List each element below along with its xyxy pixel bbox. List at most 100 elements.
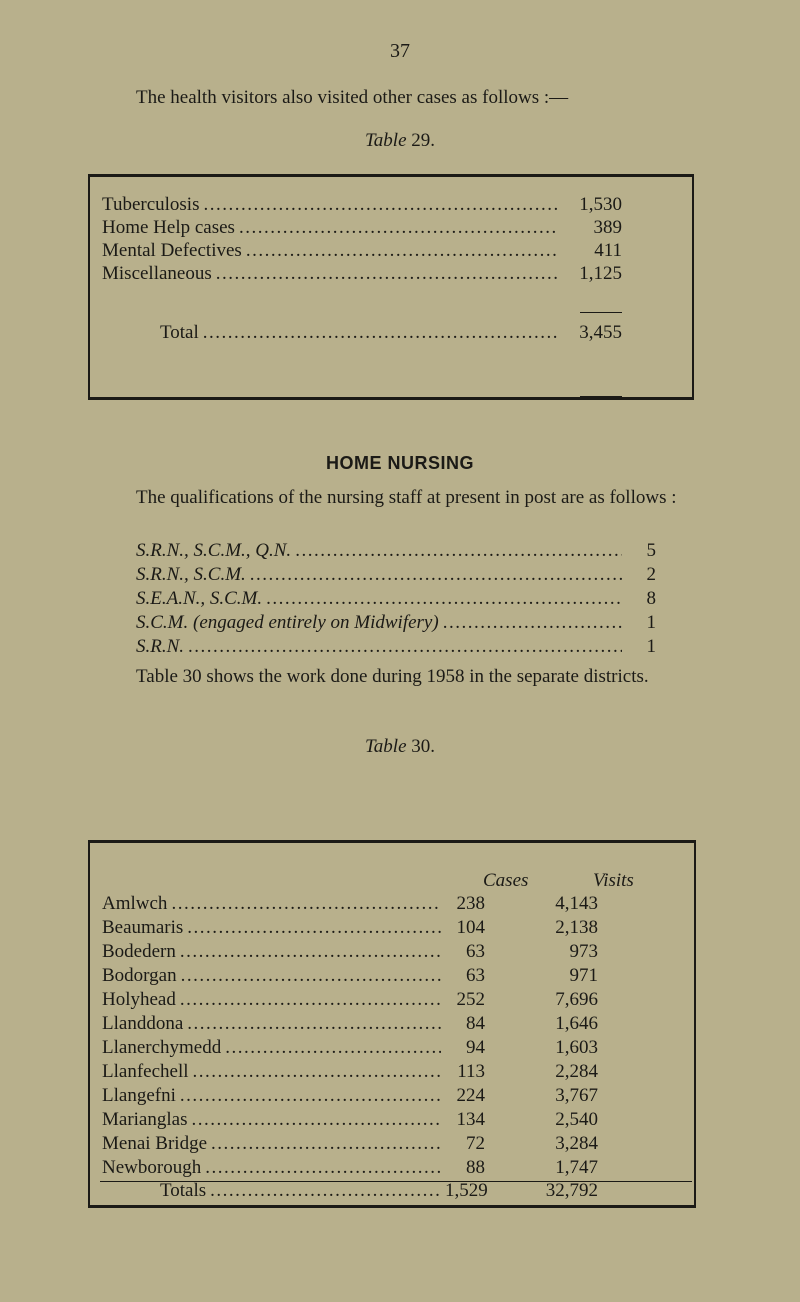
page-number: 37 — [390, 40, 410, 62]
table-row: Bodedern 63 973 — [102, 941, 598, 963]
table-row: Llanfechell 113 2,284 — [102, 1061, 598, 1083]
total-value: 3,455 — [579, 322, 622, 343]
qualification-row: S.R.N., S.C.M., Q.N. 5 — [136, 540, 656, 562]
row-value: 389 — [593, 217, 623, 238]
qualifications-paragraph: The qualifications of the nursing staff … — [136, 487, 677, 508]
leader-dots — [216, 263, 558, 285]
table-row: Marianglas 134 2,540 — [102, 1109, 598, 1131]
cases-value: 134 — [456, 1109, 486, 1130]
cases-value: 113 — [457, 1061, 485, 1082]
row-label: Tuberculosis — [102, 194, 200, 215]
row-label: Beaumaris — [102, 917, 184, 938]
cases-value: 63 — [466, 941, 485, 962]
leader-dots — [188, 636, 622, 658]
table-row: Bodorgan 63 971 — [102, 965, 598, 987]
leader-dots — [187, 917, 441, 939]
qualification-count: 8 — [646, 588, 657, 609]
visits-value: 1,603 — [555, 1037, 598, 1058]
cases-value: 94 — [466, 1037, 485, 1058]
cases-value: 72 — [466, 1133, 485, 1154]
leader-dots — [180, 989, 441, 1011]
row-label: Llanfechell — [102, 1061, 189, 1082]
table-row: Llanddona 84 1,646 — [102, 1013, 598, 1035]
caption-word: Table — [364, 130, 407, 151]
leader-dots — [225, 1037, 441, 1059]
table-row: Tuberculosis 1,530 — [102, 194, 622, 216]
section-heading: HOME NURSING — [325, 453, 474, 473]
caption-number: 29. — [411, 130, 436, 151]
visits-value: 7,696 — [555, 989, 598, 1010]
visits-value: 2,540 — [555, 1109, 598, 1130]
totals-row: Totals 1,529 32,792 — [160, 1180, 598, 1202]
rule — [580, 396, 622, 397]
col-header-visits: Visits — [593, 870, 634, 891]
qualification-count: 1 — [646, 612, 657, 633]
table-row: Home Help cases 389 — [102, 217, 622, 239]
table-row: Holyhead 252 7,696 — [102, 989, 598, 1011]
row-label: Total — [160, 322, 199, 343]
cases-value: 238 — [456, 893, 486, 914]
leader-dots — [239, 217, 558, 239]
table30-intro: Table 30 shows the work done during 1958… — [136, 666, 649, 687]
table-row: Menai Bridge 72 3,284 — [102, 1133, 598, 1155]
totals-cases: 1,529 — [445, 1180, 488, 1201]
leader-dots — [193, 1061, 441, 1083]
leader-dots — [266, 588, 622, 610]
table-row: Mental Defectives 411 — [102, 240, 622, 262]
row-label: Llanddona — [102, 1013, 184, 1034]
cases-value: 224 — [456, 1085, 486, 1106]
row-label: Totals — [160, 1180, 207, 1201]
totals-visits: 32,792 — [545, 1180, 598, 1201]
row-label: S.E.A.N., S.C.M. — [136, 588, 263, 609]
leader-dots — [180, 941, 441, 963]
row-label: Newborough — [102, 1157, 202, 1178]
row-value: 1,125 — [579, 263, 622, 284]
row-value: 411 — [594, 240, 622, 261]
row-label: Menai Bridge — [102, 1133, 208, 1154]
cases-value: 63 — [466, 965, 485, 986]
leader-dots — [250, 564, 622, 586]
row-label: Marianglas — [102, 1109, 188, 1130]
row-value: 1,530 — [579, 194, 622, 215]
row-label: S.R.N., S.C.M. — [136, 564, 246, 585]
row-label: Home Help cases — [102, 217, 235, 238]
intro-text: The health visitors also visited other c… — [136, 87, 569, 108]
visits-value: 3,767 — [555, 1085, 598, 1106]
row-label: S.C.M. (engaged entirely on Midwifery) — [136, 612, 439, 633]
row-label: Llangefni — [102, 1085, 176, 1106]
row-label: Bodedern — [102, 941, 176, 962]
visits-value: 4,143 — [555, 893, 598, 914]
cases-value: 104 — [456, 917, 486, 938]
leader-dots — [180, 1085, 441, 1107]
row-label: Mental Defectives — [102, 240, 242, 261]
table-row: Newborough 88 1,747 — [102, 1157, 598, 1179]
qualification-row: S.C.M. (engaged entirely on Midwifery) 1 — [136, 612, 656, 634]
totals-rule — [100, 1181, 692, 1182]
row-label: Llanerchymedd — [102, 1037, 222, 1058]
leader-dots — [191, 1109, 441, 1131]
qualification-count: 5 — [646, 540, 657, 561]
visits-value: 1,747 — [555, 1157, 598, 1178]
qualification-row: S.E.A.N., S.C.M. 8 — [136, 588, 656, 610]
table30-caption: Table 30. — [0, 736, 800, 758]
visits-value: 2,138 — [555, 917, 598, 938]
row-label: Amlwch — [102, 893, 168, 914]
row-label: S.R.N., S.C.M., Q.N. — [136, 540, 292, 561]
leader-dots — [171, 893, 441, 915]
row-label: Holyhead — [102, 989, 176, 1010]
qualification-count: 1 — [646, 636, 657, 657]
qualification-row: S.R.N., S.C.M. 2 — [136, 564, 656, 586]
table-row: Llangefni 224 3,767 — [102, 1085, 598, 1107]
leader-dots — [203, 322, 558, 344]
leader-dots — [246, 240, 558, 262]
table29-caption: Table 29. — [0, 130, 800, 152]
table-row: Miscellaneous 1,125 — [102, 263, 622, 285]
qualification-count: 2 — [646, 564, 657, 585]
leader-dots — [203, 194, 558, 216]
cases-value: 252 — [456, 989, 486, 1010]
caption-word: Table — [364, 736, 407, 757]
table30 — [88, 840, 696, 1208]
table-row: Llanerchymedd 94 1,603 — [102, 1037, 598, 1059]
col-header-cases: Cases — [483, 870, 529, 891]
leader-dots — [181, 965, 441, 987]
